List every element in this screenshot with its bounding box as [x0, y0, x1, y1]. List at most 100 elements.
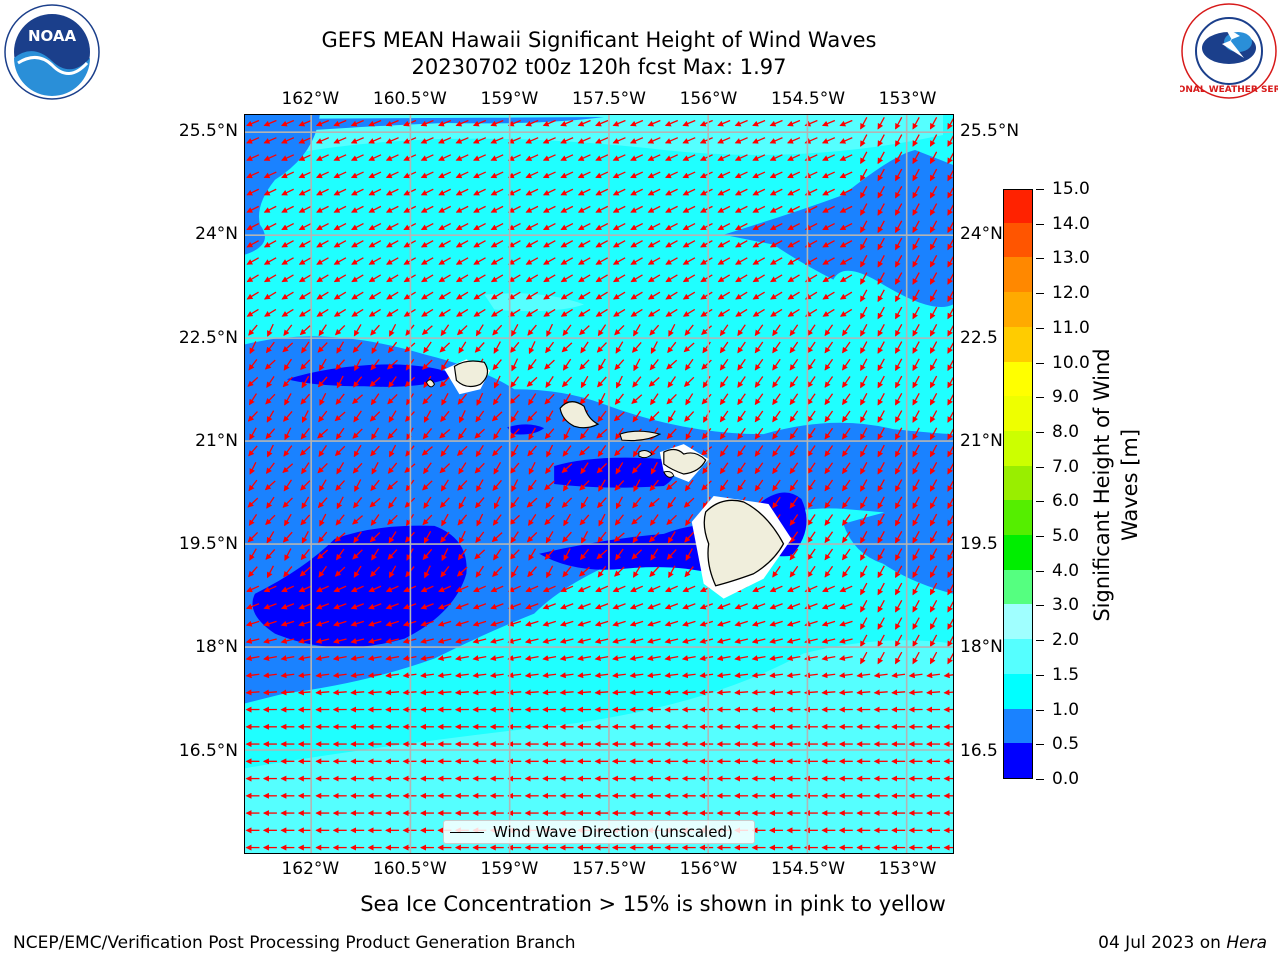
wave-direction-arrow — [455, 257, 469, 265]
wave-direction-arrow — [894, 393, 903, 406]
wave-direction-arrow — [438, 137, 452, 144]
wave-direction-arrow — [595, 257, 608, 265]
wave-direction-arrow — [284, 393, 292, 406]
wave-direction-arrow — [717, 188, 731, 196]
wave-direction-arrow — [368, 222, 382, 231]
wave-direction-arrow — [246, 585, 260, 593]
wave-direction-arrow — [490, 620, 504, 627]
wave-direction-arrow — [912, 375, 920, 389]
wave-direction-arrow — [248, 479, 258, 492]
wave-direction-arrow — [737, 462, 746, 475]
wave-direction-arrow — [716, 672, 731, 679]
wave-direction-arrow — [912, 324, 920, 337]
wave-direction-arrow — [316, 222, 329, 231]
colorbar-tick-label: 4.0 — [1052, 560, 1080, 581]
wave-direction-arrow — [912, 151, 920, 165]
wave-direction-arrow — [542, 222, 556, 231]
wave-direction-arrow — [615, 548, 624, 561]
wave-direction-arrow — [769, 240, 783, 248]
wave-direction-arrow — [335, 393, 345, 405]
wave-direction-arrow — [700, 222, 713, 231]
wave-direction-arrow — [459, 410, 466, 424]
wave-direction-arrow — [264, 480, 276, 491]
wave-direction-arrow — [787, 154, 801, 161]
wave-direction-arrow — [490, 638, 504, 644]
colorbar-segment — [1004, 361, 1032, 397]
colorbar-tick-mark — [1036, 362, 1044, 364]
wave-direction-arrow — [647, 188, 661, 196]
wave-direction-arrow — [860, 393, 868, 406]
wave-direction-arrow — [283, 445, 293, 457]
wave-direction-arrow — [647, 274, 661, 283]
wave-direction-arrow — [632, 531, 642, 544]
wave-direction-arrow — [385, 119, 399, 127]
wave-direction-arrow — [647, 119, 661, 127]
wave-direction-arrow — [385, 638, 400, 644]
wave-direction-arrow — [298, 585, 312, 593]
wave-direction-arrow — [734, 689, 749, 696]
colorbar-tick-mark — [1036, 744, 1044, 746]
wave-direction-arrow — [719, 427, 729, 440]
island-oahu — [559, 401, 600, 429]
wave-direction-arrow — [263, 603, 277, 610]
wave-direction-arrow — [507, 585, 521, 593]
wave-direction-arrow — [579, 393, 590, 405]
wave-direction-arrow — [577, 205, 591, 213]
wave-direction-arrow — [772, 445, 781, 457]
wave-direction-arrow — [245, 672, 260, 679]
wave-direction-arrow — [700, 291, 713, 300]
contour-band-1-5-2-0-north — [245, 115, 944, 155]
wave-direction-arrow — [912, 134, 920, 147]
wave-direction-arrow — [824, 565, 834, 578]
wave-direction-arrow — [612, 257, 626, 265]
wave-direction-arrow — [754, 479, 764, 492]
wave-direction-arrow — [315, 603, 330, 610]
wave-direction-arrow — [457, 480, 468, 491]
noaa-logo: NOAA — [3, 3, 101, 101]
wave-direction-arrow — [246, 137, 260, 144]
wave-direction-arrow — [248, 324, 258, 336]
wave-direction-arrow — [350, 137, 364, 144]
colorbar-segment — [1004, 708, 1032, 744]
wave-direction-arrow — [860, 255, 868, 268]
wave-direction-arrow — [577, 154, 591, 161]
wave-direction-arrow — [332, 638, 347, 644]
wave-direction-arrow — [737, 324, 746, 337]
lat-tick-left: 24°N — [195, 224, 238, 245]
wave-direction-arrow — [929, 565, 938, 579]
wave-direction-arrow — [333, 188, 347, 196]
wave-direction-arrow — [877, 462, 885, 475]
wave-direction-arrow — [929, 220, 938, 234]
wave-direction-arrow — [947, 135, 953, 147]
wave-direction-arrow — [562, 566, 572, 578]
wave-direction-arrow — [683, 342, 695, 353]
wave-direction-arrow — [562, 445, 572, 457]
wave-direction-arrow — [769, 655, 784, 662]
wave-direction-arrow — [300, 359, 311, 370]
wave-direction-arrow — [734, 188, 748, 196]
wave-direction-arrow — [682, 620, 696, 627]
wave-direction-arrow — [770, 308, 783, 317]
wave-direction-arrow — [368, 308, 381, 317]
lon-tick-top: 156°W — [679, 89, 738, 109]
wave-direction-arrow — [350, 154, 364, 161]
wave-direction-arrow — [580, 530, 589, 544]
wave-direction-arrow — [594, 672, 609, 679]
wave-direction-arrow — [860, 220, 868, 234]
wave-direction-arrow — [947, 583, 953, 596]
wave-direction-arrow — [612, 655, 626, 662]
wave-direction-arrow — [476, 479, 484, 492]
footer-date-text: 04 Jul 2023 on — [1098, 933, 1227, 953]
wave-direction-arrow — [580, 341, 589, 354]
wave-direction-arrow — [772, 341, 781, 354]
wave-direction-arrow — [424, 565, 431, 579]
wave-direction-arrow — [633, 358, 641, 372]
wave-direction-arrow — [490, 240, 504, 248]
map-legend: Wind Wave Direction (unscaled) — [443, 820, 755, 844]
wave-direction-arrow — [475, 497, 485, 509]
wave-direction-arrow — [683, 376, 695, 387]
wave-direction-arrow — [597, 565, 607, 578]
wave-direction-arrow — [315, 154, 329, 161]
wave-direction-arrow — [947, 411, 953, 423]
wave-direction-arrow — [682, 205, 696, 213]
